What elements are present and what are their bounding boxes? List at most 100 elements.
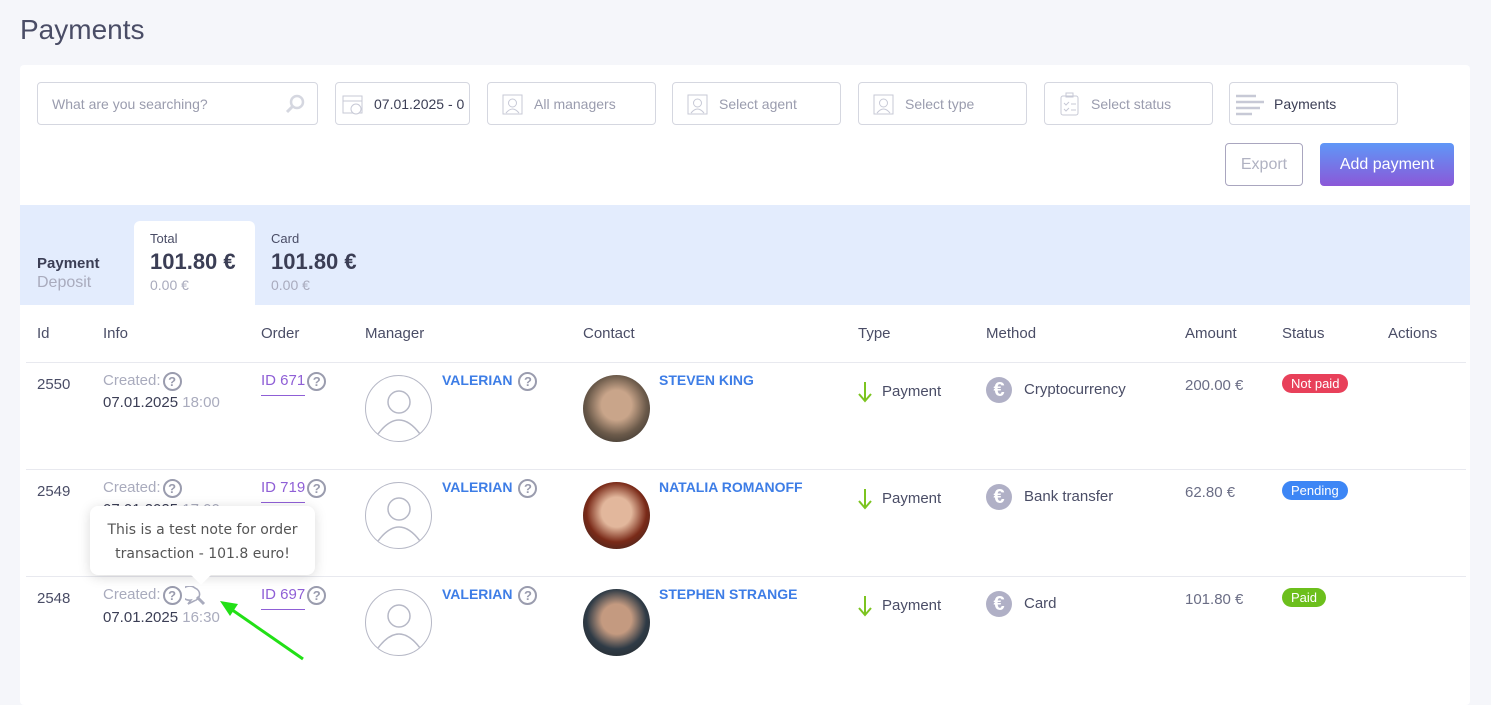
contact-name-link[interactable]: NATALIA ROMANOFF bbox=[659, 479, 803, 495]
header-info[interactable]: Info bbox=[103, 325, 129, 342]
contact-name-link[interactable]: STEVEN KING bbox=[659, 372, 754, 388]
header-order[interactable]: Order bbox=[261, 325, 300, 342]
order-link[interactable]: ID 697 bbox=[261, 586, 306, 610]
manager-name-link[interactable]: VALERIAN ? bbox=[442, 586, 538, 605]
view-value: Payments bbox=[1274, 95, 1337, 112]
created-date: 07.01.2025 bbox=[103, 394, 179, 411]
status-badge: Paid bbox=[1282, 588, 1327, 607]
order-cell: ID 719? bbox=[261, 479, 327, 503]
status-badge: Pending bbox=[1282, 481, 1348, 500]
help-icon[interactable]: ? bbox=[518, 372, 538, 391]
amount: 62.80 € bbox=[1185, 484, 1236, 501]
help-icon[interactable]: ? bbox=[162, 586, 182, 605]
status-cell: Paid bbox=[1282, 588, 1327, 607]
agent-value: Select agent bbox=[719, 95, 797, 112]
help-icon[interactable]: ? bbox=[307, 372, 327, 391]
manager-avatar bbox=[365, 375, 432, 442]
method-value: Cryptocurrency bbox=[1024, 380, 1126, 398]
header-id[interactable]: Id bbox=[37, 325, 50, 342]
search-placeholder: What are you searching? bbox=[52, 95, 208, 112]
export-button[interactable]: Export bbox=[1225, 143, 1303, 186]
status-select[interactable]: Select status bbox=[1044, 82, 1213, 125]
contact-photo bbox=[583, 482, 650, 549]
type-select[interactable]: Select type bbox=[858, 82, 1027, 125]
type-value: Payment bbox=[882, 382, 942, 400]
euro-icon: € bbox=[986, 377, 1012, 403]
method-cell: € Bank transfer bbox=[986, 484, 1113, 510]
help-icon[interactable]: ? bbox=[518, 479, 538, 498]
row-divider bbox=[26, 362, 1466, 363]
type-value: Payment bbox=[882, 489, 942, 507]
created-date: 07.01.2025 bbox=[103, 609, 179, 626]
summary-payment-label: Payment bbox=[37, 255, 100, 272]
payments-card: What are you searching? 07.01.2025 - 0 A… bbox=[20, 65, 1470, 705]
header-amount[interactable]: Amount bbox=[1185, 325, 1237, 342]
add-payment-button[interactable]: Add payment bbox=[1320, 143, 1454, 186]
table-row[interactable]: 2550 Created:? 07.01.2025 18:00 ID 671? … bbox=[20, 362, 1470, 469]
manager-name: VALERIAN bbox=[442, 479, 513, 495]
info-cell: Created:? 07.01.2025 18:00 bbox=[103, 372, 220, 411]
amount: 101.80 € bbox=[1185, 591, 1244, 608]
created-label: Created: bbox=[103, 479, 161, 496]
order-cell: ID 697? bbox=[261, 586, 327, 610]
payment-id: 2549 bbox=[37, 483, 71, 500]
tab-amount: 101.80 € bbox=[150, 249, 236, 274]
contact-photo bbox=[583, 589, 650, 656]
view-select[interactable]: Payments bbox=[1229, 82, 1398, 125]
summary-tab-total[interactable]: Total 101.80 € 0.00 € bbox=[134, 221, 255, 305]
clipboard-icon bbox=[1060, 92, 1079, 115]
search-input[interactable]: What are you searching? bbox=[37, 82, 318, 125]
managers-select[interactable]: All managers bbox=[487, 82, 656, 125]
order-link[interactable]: ID 719 bbox=[261, 479, 306, 503]
amount: 200.00 € bbox=[1185, 377, 1244, 394]
header-status[interactable]: Status bbox=[1282, 325, 1325, 342]
help-icon[interactable]: ? bbox=[518, 586, 538, 605]
type-cell: Payment bbox=[856, 380, 941, 404]
method-value: Bank transfer bbox=[1024, 487, 1114, 505]
contact-name-link[interactable]: STEPHEN STRANGE bbox=[659, 586, 798, 602]
person-badge-icon bbox=[687, 94, 708, 114]
row-divider bbox=[26, 469, 1466, 470]
help-icon[interactable]: ? bbox=[307, 479, 327, 498]
note-tooltip: This is a test note for order transactio… bbox=[90, 506, 315, 585]
table-row[interactable]: 2549 Created:? 07.01.2025 17:00 ID 719? … bbox=[20, 469, 1470, 576]
arrow-down-icon bbox=[858, 382, 872, 403]
person-badge-icon bbox=[502, 94, 523, 114]
date-range-picker[interactable]: 07.01.2025 - 0 bbox=[335, 82, 470, 125]
created-label: Created: bbox=[103, 586, 161, 603]
tab-amount: 101.80 € bbox=[271, 249, 357, 274]
payment-id: 2550 bbox=[37, 376, 71, 393]
header-contact[interactable]: Contact bbox=[583, 325, 635, 342]
summary-band: Payment Deposit Total 101.80 € 0.00 € Ca… bbox=[20, 205, 1470, 305]
created-time: 18:00 bbox=[182, 394, 220, 411]
header-type[interactable]: Type bbox=[858, 325, 891, 342]
order-link[interactable]: ID 671 bbox=[261, 372, 306, 396]
header-manager[interactable]: Manager bbox=[365, 325, 425, 342]
euro-icon: € bbox=[986, 591, 1012, 617]
manager-name: VALERIAN bbox=[442, 586, 513, 602]
type-value: Payment bbox=[882, 596, 942, 614]
type-cell: Payment bbox=[856, 594, 941, 618]
created-time: 16:30 bbox=[182, 609, 220, 626]
summary-tab-card[interactable]: Card 101.80 € 0.00 € bbox=[255, 221, 376, 305]
agent-select[interactable]: Select agent bbox=[672, 82, 841, 125]
help-icon[interactable]: ? bbox=[162, 372, 182, 391]
arrow-down-icon bbox=[858, 596, 872, 617]
manager-name-link[interactable]: VALERIAN ? bbox=[442, 479, 538, 498]
header-method[interactable]: Method bbox=[986, 325, 1037, 342]
help-icon[interactable]: ? bbox=[162, 479, 182, 498]
note-icon[interactable] bbox=[180, 585, 207, 606]
manager-avatar bbox=[365, 589, 432, 656]
user-placeholder-icon bbox=[377, 390, 421, 435]
status-cell: Pending bbox=[1282, 481, 1348, 500]
order-cell: ID 671? bbox=[261, 372, 327, 396]
method-cell: € Card bbox=[986, 591, 1057, 617]
table-row[interactable]: 2548 Created:? 07.01.2025 16:30 ID 697? … bbox=[20, 576, 1470, 683]
page-title: Payments bbox=[20, 14, 145, 45]
method-cell: € Cryptocurrency bbox=[986, 377, 1126, 403]
tab-deposit: 0.00 € bbox=[150, 277, 189, 293]
help-icon[interactable]: ? bbox=[307, 586, 327, 605]
manager-name-link[interactable]: VALERIAN ? bbox=[442, 372, 538, 391]
calendar-icon bbox=[342, 95, 363, 114]
header-actions: Actions bbox=[1388, 325, 1438, 342]
